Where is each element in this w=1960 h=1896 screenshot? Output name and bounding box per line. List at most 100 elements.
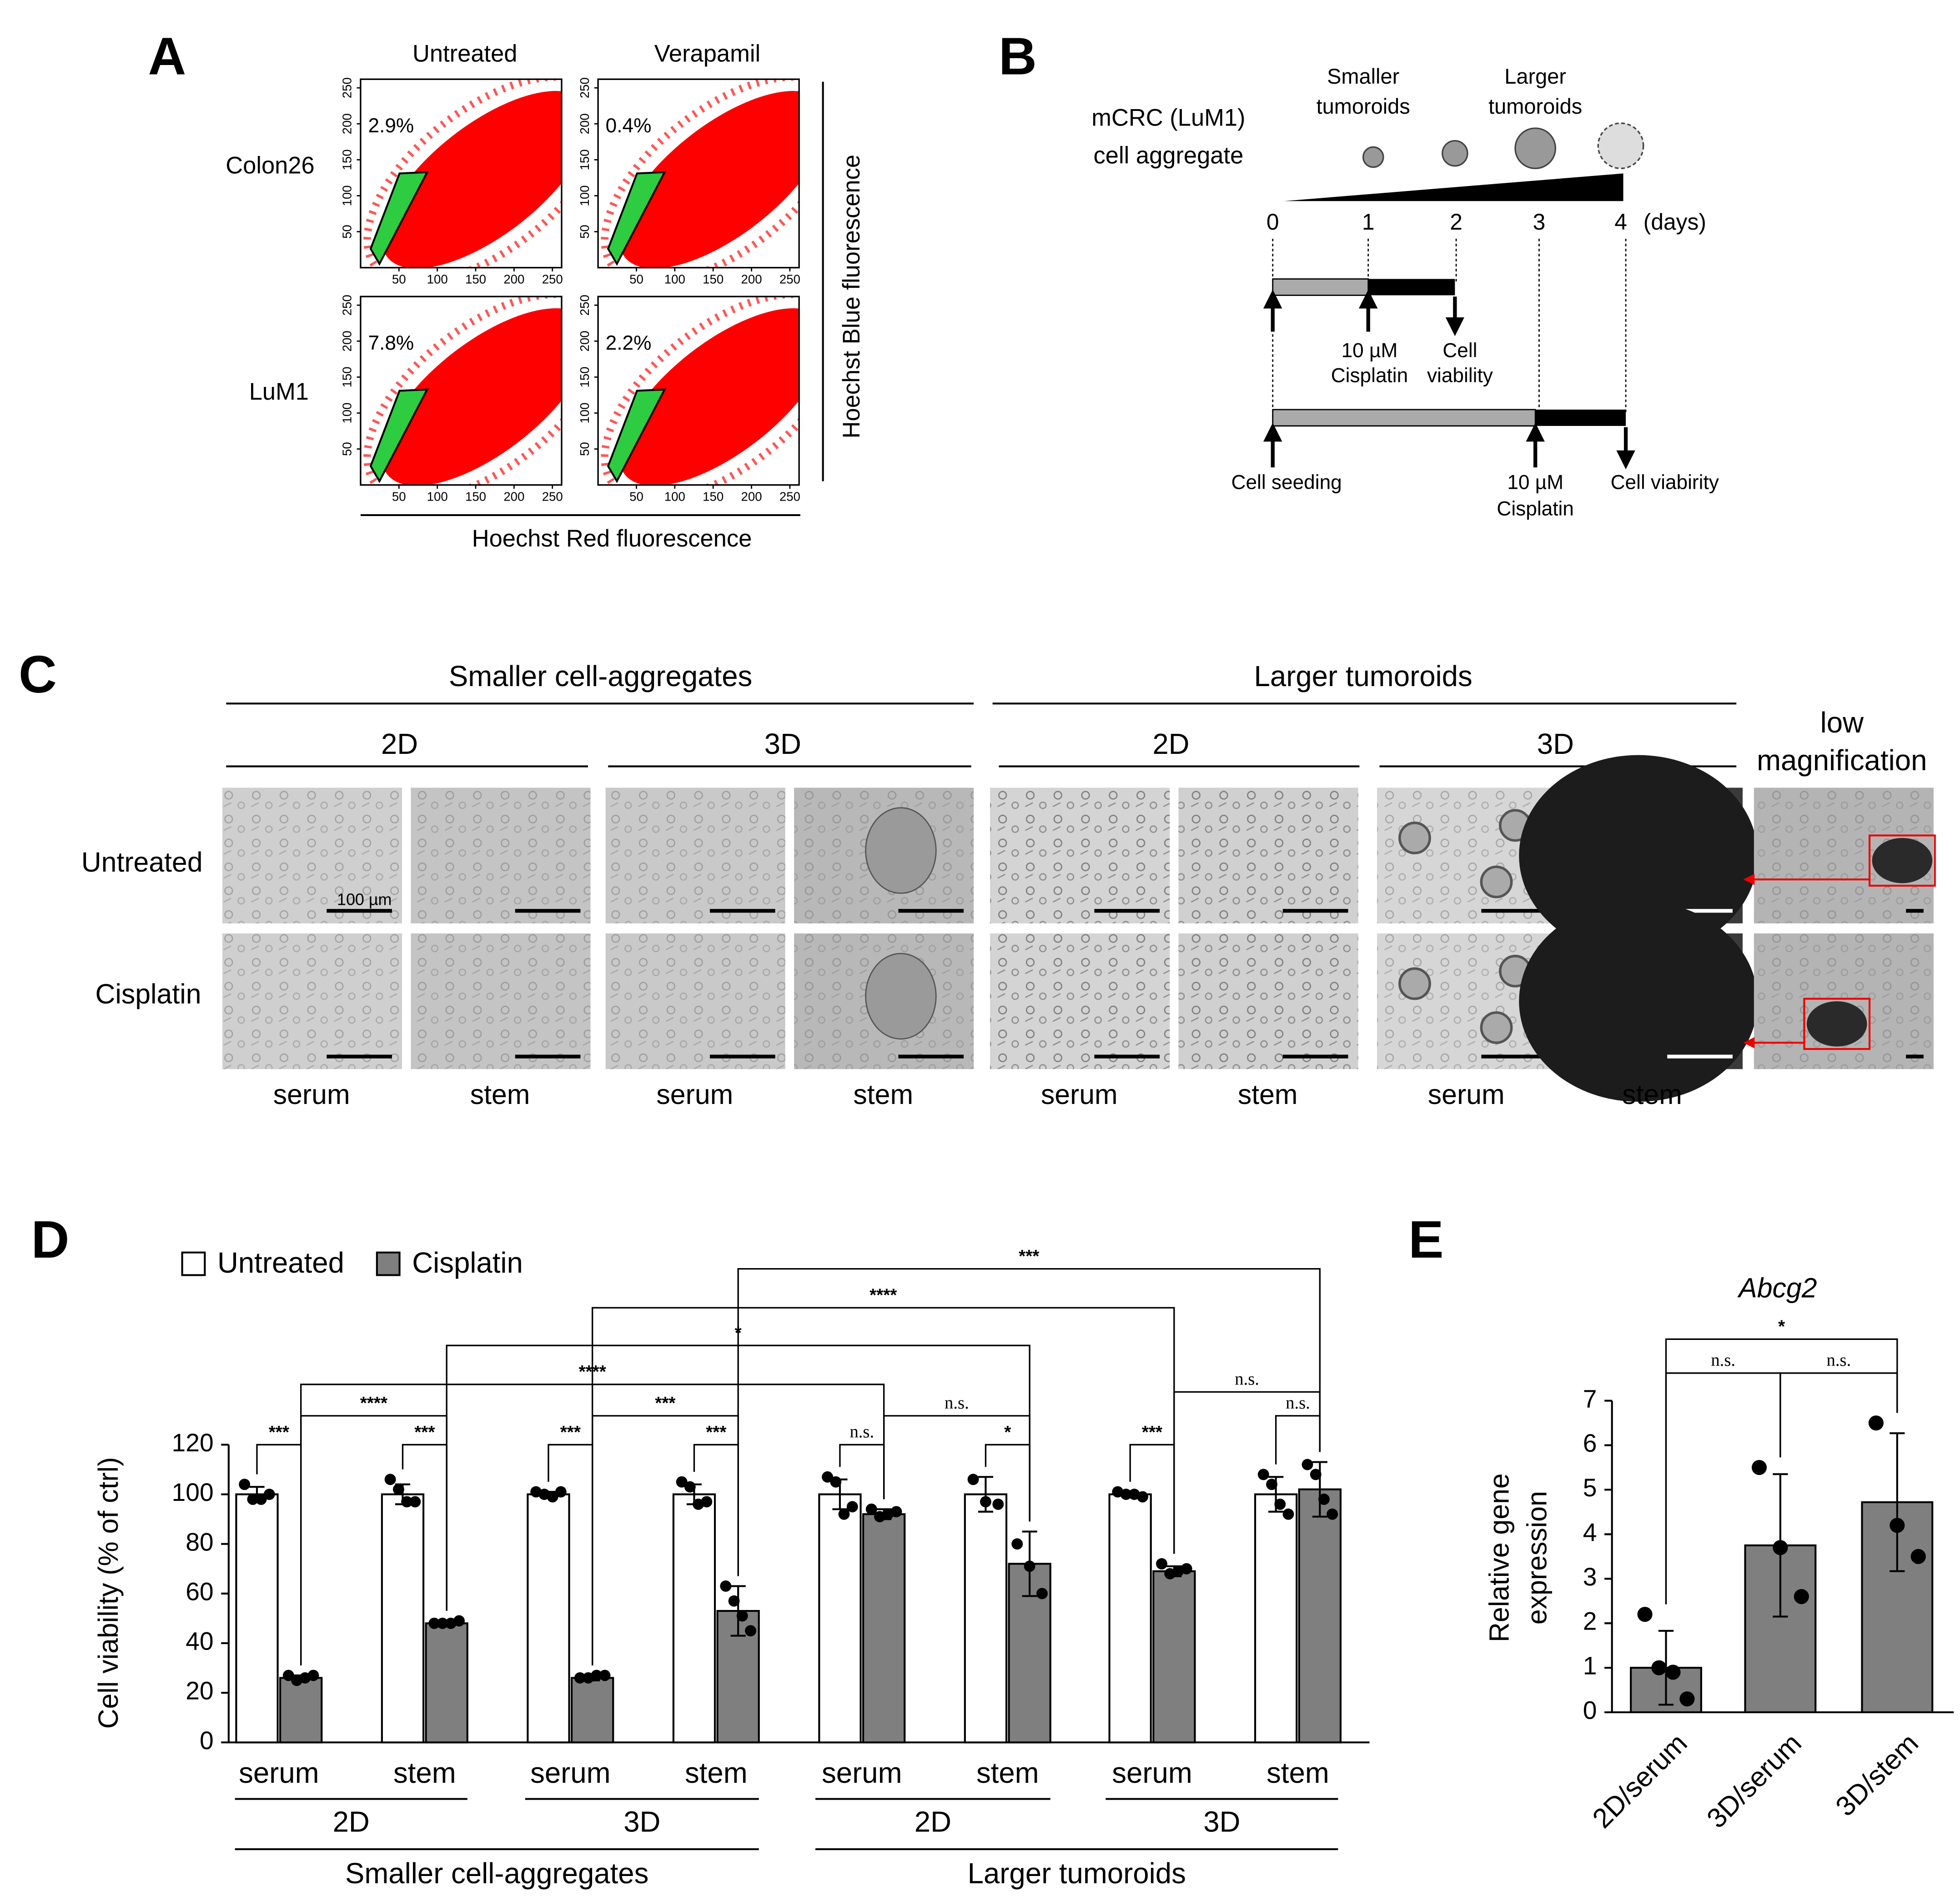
subheader: 2D [381,728,418,760]
y-tick-label: 150 [340,366,354,387]
culture-bar [1272,278,1369,296]
significance-label: *** [655,1394,675,1413]
y-tick-label: 1 [1583,1652,1597,1680]
data-point [555,1486,567,1498]
y-tick-label: 250 [340,77,354,98]
y-tick-label: 150 [578,366,592,387]
significance-label: *** [560,1423,581,1442]
flow-plot [363,296,562,485]
x-tick-label: 200 [503,272,524,286]
tumoroid-small [1872,838,1933,883]
y-tick-label: 50 [578,442,592,456]
day-unit: (days) [1643,209,1706,235]
zoom-box [1803,998,1871,1050]
larger-label: tumoroids [1488,94,1582,118]
gate [607,171,667,266]
smaller-label: Smaller [1327,64,1399,88]
data-point [392,1484,404,1495]
legend-label: Cisplatin [412,1247,523,1279]
data-point [1310,1469,1322,1480]
y-tick-label: 150 [340,149,354,170]
treatment-bar [1368,279,1455,296]
day-label: 0 [1266,209,1279,235]
data-point [701,1496,713,1508]
cell-cloud [619,91,799,268]
group-label: 2D [333,1806,370,1838]
bar [1152,1570,1196,1744]
data-point [1036,1588,1048,1600]
significance-label: n.s. [945,1394,969,1413]
y-tick-label: 100 [340,402,354,423]
group-label: 2D [915,1806,951,1838]
data-point [1773,1540,1788,1555]
significance-label: n.s. [1235,1369,1259,1389]
legend-swatch [376,1251,401,1276]
day-label: 1 [1362,209,1375,235]
tumoroid-small [1806,1001,1867,1047]
row-label: Cisplatin [95,978,201,1009]
y-tick-label: 20 [186,1677,213,1705]
error-bar [730,1585,746,1637]
x-tick-label: 250 [779,490,800,504]
significance-label: * [1778,1317,1785,1337]
data-point [409,1496,421,1508]
percentage: 2.9% [368,115,414,137]
x-tick-label: 100 [664,272,685,286]
tumoroid-large [1519,901,1758,1102]
y-tick-label: 3 [1583,1563,1597,1591]
y-axis-title: Hoechst Blue fluorescence [838,155,865,438]
data-point [591,1670,603,1681]
data-point [890,1506,902,1518]
data-point [967,1474,979,1485]
y-tick-label: 200 [340,331,354,351]
tumoroid-icon [1514,127,1557,170]
x-tick-label: stem [1266,1757,1329,1789]
cell-cloud-edge [601,79,799,268]
data-point [255,1494,267,1505]
bar [571,1677,614,1744]
x-tick-label: 50 [629,490,643,504]
y-tick-label: 50 [340,225,354,239]
data-point [1274,1498,1286,1510]
larger-label: Larger [1504,64,1566,88]
y-tick-label: 200 [578,113,592,134]
subheader: 2D [1152,728,1189,760]
significance-bracket [737,1268,1321,1576]
zoom-box [1869,834,1936,887]
scale-bar-label: 100 µm [337,890,392,909]
micrograph-texture [990,787,1170,923]
panel-label: A [148,26,186,85]
treatment-label: 10 µM [1342,339,1398,361]
tumoroid-icon [1442,140,1468,167]
x-tick-label: 100 [427,490,448,504]
data-point [838,1508,850,1520]
x-tick-label: serum [1112,1757,1192,1789]
data-point [676,1476,688,1488]
significance-label: **** [360,1394,387,1413]
bar [1298,1488,1342,1744]
data-point [728,1595,740,1607]
row-title: LuM1 [249,378,309,405]
column-title: Untreated [412,40,518,67]
panel-label: D [31,1210,70,1269]
x-tick-label: 250 [779,272,800,286]
column-label: stem [853,1079,913,1110]
significance-bracket [1665,1338,1898,1605]
micrograph-texture [990,933,1170,1069]
column-label: serum [1041,1079,1118,1110]
x-axis-title: Hoechst Red fluorescence [472,525,752,552]
x-tick-label: 50 [629,272,643,286]
significance-label: *** [706,1423,726,1442]
panel-label: B [999,26,1037,85]
bar [1254,1493,1298,1744]
cell-cloud [619,308,799,485]
plot-frame [360,78,563,269]
bar [425,1622,468,1744]
x-tick-label: serum [822,1757,902,1789]
tumoroid-icon [1362,146,1384,168]
significance-label: **** [869,1286,897,1305]
x-tick-label: 200 [503,490,524,504]
x-tick-label: 100 [664,490,685,504]
